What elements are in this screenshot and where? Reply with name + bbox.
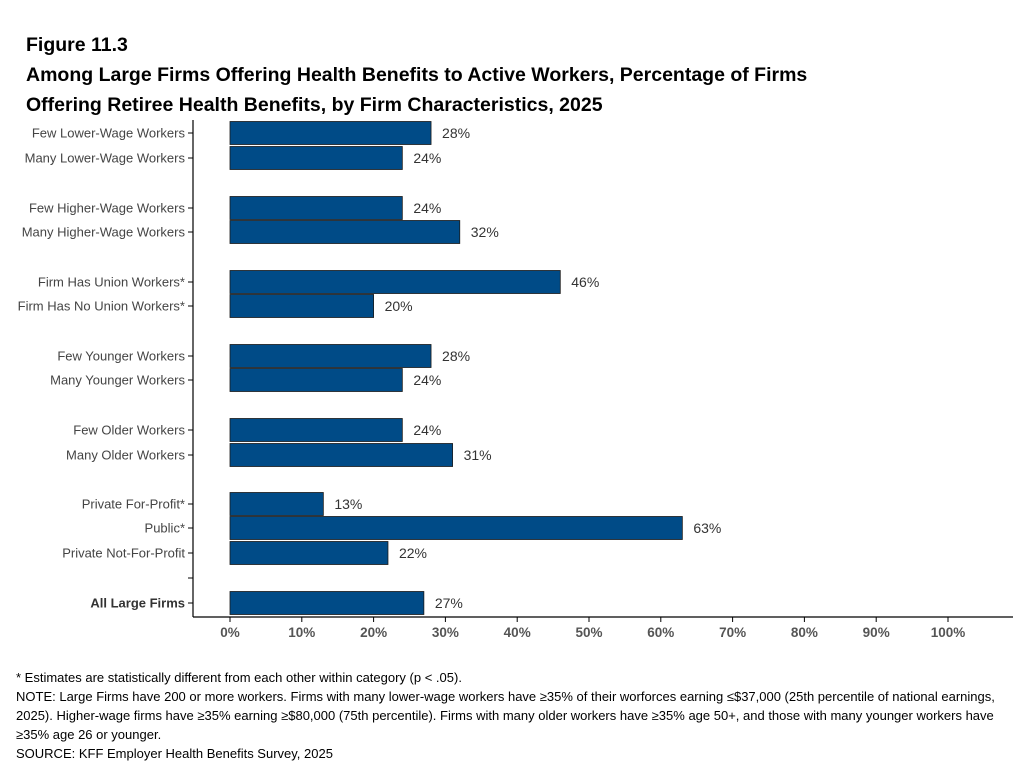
data-label: 63% <box>693 520 721 536</box>
category-label: Many Higher-Wage Workers <box>22 225 186 240</box>
figure-number: Figure 11.3 <box>26 34 128 56</box>
source-note: SOURCE: KFF Employer Health Benefits Sur… <box>16 746 333 761</box>
data-label: 24% <box>413 200 441 216</box>
x-tick-label: 90% <box>863 625 890 640</box>
bar <box>229 294 375 318</box>
category-label: Firm Has No Union Workers* <box>18 299 185 314</box>
data-label: 24% <box>413 150 441 166</box>
bar <box>229 418 403 442</box>
chart-title-line-1: Among Large Firms Offering Health Benefi… <box>26 64 808 86</box>
x-tick-label: 80% <box>791 625 818 640</box>
significance-note: * Estimates are statistically different … <box>16 670 462 685</box>
category-label: Public* <box>145 521 185 536</box>
category-label: Firm Has Union Workers* <box>38 275 185 290</box>
data-label: 31% <box>464 447 492 463</box>
x-tick-label: 10% <box>288 625 315 640</box>
bar <box>229 541 389 565</box>
bar <box>229 196 403 220</box>
category-label: Many Older Workers <box>66 448 185 463</box>
x-tick-label: 0% <box>220 625 240 640</box>
x-tick-label: 20% <box>360 625 387 640</box>
x-tick-label: 100% <box>931 625 966 640</box>
category-label: Many Younger Workers <box>50 373 185 388</box>
data-label: 28% <box>442 125 470 141</box>
category-label: Private For-Profit* <box>82 497 185 512</box>
data-label: 20% <box>385 298 413 314</box>
data-label: 32% <box>471 224 499 240</box>
bar <box>229 443 453 467</box>
bar <box>229 368 403 392</box>
bar-chart: Few Lower-Wage Workers Many Lower-Wage Wo… <box>18 120 1013 640</box>
bar <box>229 146 403 170</box>
bars-layer <box>229 121 683 615</box>
category-label: All Large Firms <box>90 596 185 611</box>
x-tick-label: 70% <box>719 625 746 640</box>
data-label: 24% <box>413 372 441 388</box>
bar <box>229 344 432 368</box>
data-label: 13% <box>334 496 362 512</box>
x-tick-label: 30% <box>432 625 459 640</box>
data-label: 27% <box>435 595 463 611</box>
data-label: 22% <box>399 545 427 561</box>
x-tick-label: 60% <box>647 625 674 640</box>
chart-notes: * Estimates are statistically different … <box>16 668 1011 763</box>
chart-title-block: Figure 11.3 Among Large Firms Offering H… <box>26 30 1006 120</box>
x-axis: 0% 10% 20% 30% 40% 50% 60% 70% 80% 90% 100% <box>188 120 1013 640</box>
x-tick-label: 40% <box>504 625 531 640</box>
x-tick-label: 50% <box>575 625 602 640</box>
bar <box>229 121 432 145</box>
category-label: Private Not-For-Profit <box>62 546 185 561</box>
category-label: Few Older Workers <box>73 423 185 438</box>
category-labels-layer: Few Lower-Wage Workers Many Lower-Wage Wo… <box>18 126 186 611</box>
category-label: Few Younger Workers <box>57 349 185 364</box>
bar <box>229 591 425 615</box>
data-label: 24% <box>413 422 441 438</box>
bar <box>229 492 324 516</box>
category-label: Few Higher-Wage Workers <box>29 201 186 216</box>
category-label: Few Lower-Wage Workers <box>32 126 186 141</box>
data-label: 28% <box>442 348 470 364</box>
methodology-note: NOTE: Large Firms have 200 or more worke… <box>16 689 995 742</box>
data-label: 46% <box>571 274 599 290</box>
bar <box>229 516 683 540</box>
category-label: Many Lower-Wage Workers <box>25 151 186 166</box>
chart-title-line-2: Offering Retiree Health Benefits, by Fir… <box>26 94 603 116</box>
bar <box>229 270 561 294</box>
data-labels-layer: 28%24%24%32%46%20%28%24%24%31%13%63%22%2… <box>334 125 721 611</box>
bar <box>229 220 461 244</box>
